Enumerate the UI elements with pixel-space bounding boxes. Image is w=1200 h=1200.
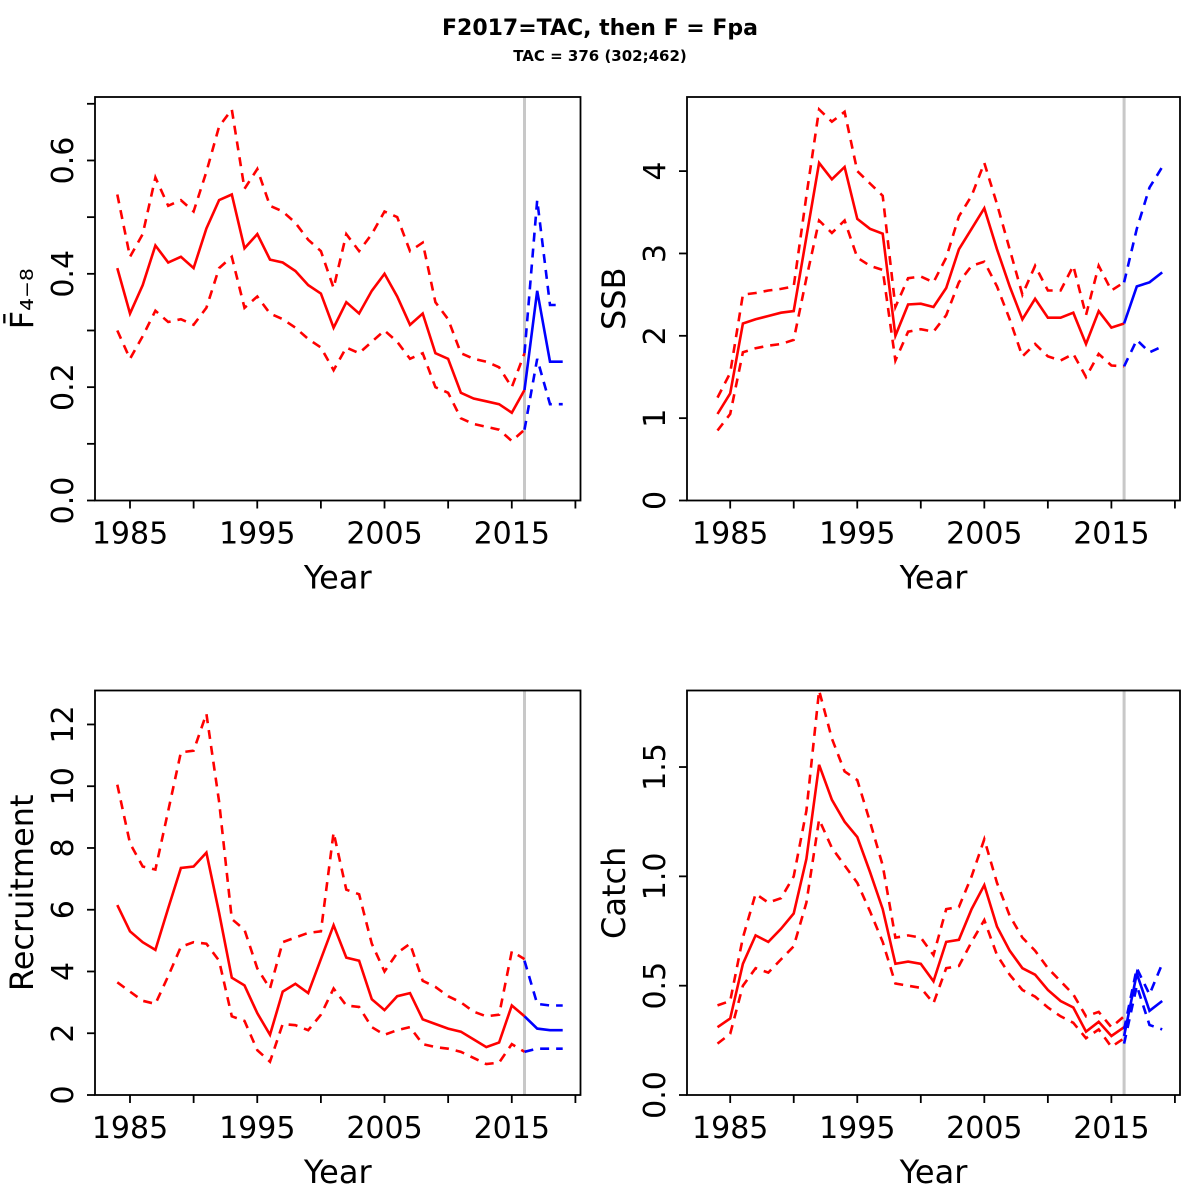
series-ssb-median-projection <box>1122 271 1163 324</box>
y-axis-label: Recruitment <box>3 794 41 991</box>
series-rec-median-historical <box>116 849 526 1049</box>
series-rec-ci-upper-projection <box>523 960 563 1007</box>
x-axis-label: Year <box>899 559 969 597</box>
x-tick-label: 2005 <box>346 517 422 552</box>
y-tick-label: 0 <box>638 491 673 510</box>
x-axis-label: Year <box>303 559 373 597</box>
plot-box <box>686 689 1181 1096</box>
chart-panel-top-left: 1985 1995 2005 2015 0.0 0.2 0.4 0.6 Year F̄₄₋₈ <box>2 96 582 597</box>
y-tick-label: 0.0 <box>46 477 81 525</box>
y-tick-label: 2 <box>46 1024 81 1043</box>
series-rec-ci-upper-historical <box>116 713 526 1018</box>
x-tick-label: 2015 <box>474 517 550 552</box>
y-tick-label: 0.2 <box>46 363 81 411</box>
y-tick-label: 8 <box>46 838 81 857</box>
x-tick-label: 2005 <box>946 517 1022 552</box>
y-tick-label: 0.4 <box>46 250 81 298</box>
x-tick-label: 2015 <box>1073 517 1149 552</box>
x-tick-label: 1995 <box>819 517 895 552</box>
y-axis-label: F̄₄₋₈ <box>2 268 41 329</box>
y-tick-label: 4 <box>638 162 673 181</box>
x-tick-label: 1995 <box>819 1111 895 1146</box>
y-tick-label: 1 <box>638 409 673 428</box>
x-tick-label: 1995 <box>219 517 295 552</box>
series-f-ci-lower-projection <box>523 358 563 430</box>
series-f-median-projection <box>523 290 563 391</box>
series-ssb-ci-lower-historical <box>716 217 1125 432</box>
y-tick-label: 1.0 <box>638 852 673 900</box>
plot-box <box>94 689 582 1096</box>
y-tick-label: 1.5 <box>638 743 673 791</box>
x-tick-label: 1985 <box>92 1111 168 1146</box>
series-rec-ci-lower-projection <box>524 1047 563 1054</box>
x-axis-label: Year <box>303 1153 373 1191</box>
x-tick-label: 2015 <box>474 1111 550 1146</box>
series-catch-median-projection <box>1122 968 1163 1037</box>
plot-box <box>94 96 582 502</box>
series-catch-ci-upper-historical <box>717 690 1125 1030</box>
series-ssb-ci-upper-projection <box>1122 166 1164 283</box>
plot-box <box>686 96 1181 502</box>
x-axis-label: Year <box>899 1153 969 1191</box>
x-tick-label: 1985 <box>692 1111 768 1146</box>
x-tick-label: 1995 <box>219 1111 295 1146</box>
y-tick-label: 4 <box>46 962 81 981</box>
x-tick-label: 1985 <box>92 517 168 552</box>
series-catch-median-historical <box>716 764 1125 1038</box>
chart-panel-top-right: 1985 1995 2005 2015 0 1 2 3 4 Year SSB <box>595 96 1181 597</box>
x-tick-label: 1985 <box>692 517 768 552</box>
x-tick-label: 2015 <box>1073 1111 1149 1146</box>
y-tick-label: 0.0 <box>638 1071 673 1119</box>
y-tick-label: 10 <box>46 767 81 805</box>
figure-title: F2017=TAC, then F = Fpa <box>441 16 758 41</box>
chart-panel-bottom-left: 1985 1995 2005 2015 0 2 4 6 8 10 12 Year Recruitment <box>3 689 582 1191</box>
y-tick-label: 0.5 <box>638 962 673 1010</box>
y-tick-label: 2 <box>638 326 673 345</box>
series-ssb-ci-upper-historical <box>716 106 1125 399</box>
series-ssb-median-historical <box>716 159 1125 415</box>
series-f-median-historical <box>116 192 526 415</box>
y-tick-label: 0.6 <box>46 137 81 185</box>
series-f-ci-upper-historical <box>116 106 526 391</box>
series-rec-median-projection <box>523 1015 563 1032</box>
y-tick-label: 0 <box>46 1085 81 1104</box>
y-axis-label: Catch <box>595 847 633 939</box>
x-tick-label: 2005 <box>346 1111 422 1146</box>
y-tick-label: 6 <box>46 900 81 919</box>
y-tick-label: 12 <box>46 705 81 743</box>
y-tick-label: 3 <box>638 244 673 263</box>
series-f-ci-lower-historical <box>116 254 526 443</box>
series-ssb-ci-lower-projection <box>1122 337 1163 367</box>
y-axis-label: SSB <box>595 267 633 330</box>
x-tick-label: 2005 <box>946 1111 1022 1146</box>
series-rec-ci-lower-historical <box>116 940 526 1066</box>
figure-subtitle: TAC = 376 (302;462) <box>513 47 687 65</box>
chart-panel-bottom-right: 1985 1995 2005 2015 0.0 0.5 1.0 1.5 Year Catch <box>595 689 1181 1191</box>
